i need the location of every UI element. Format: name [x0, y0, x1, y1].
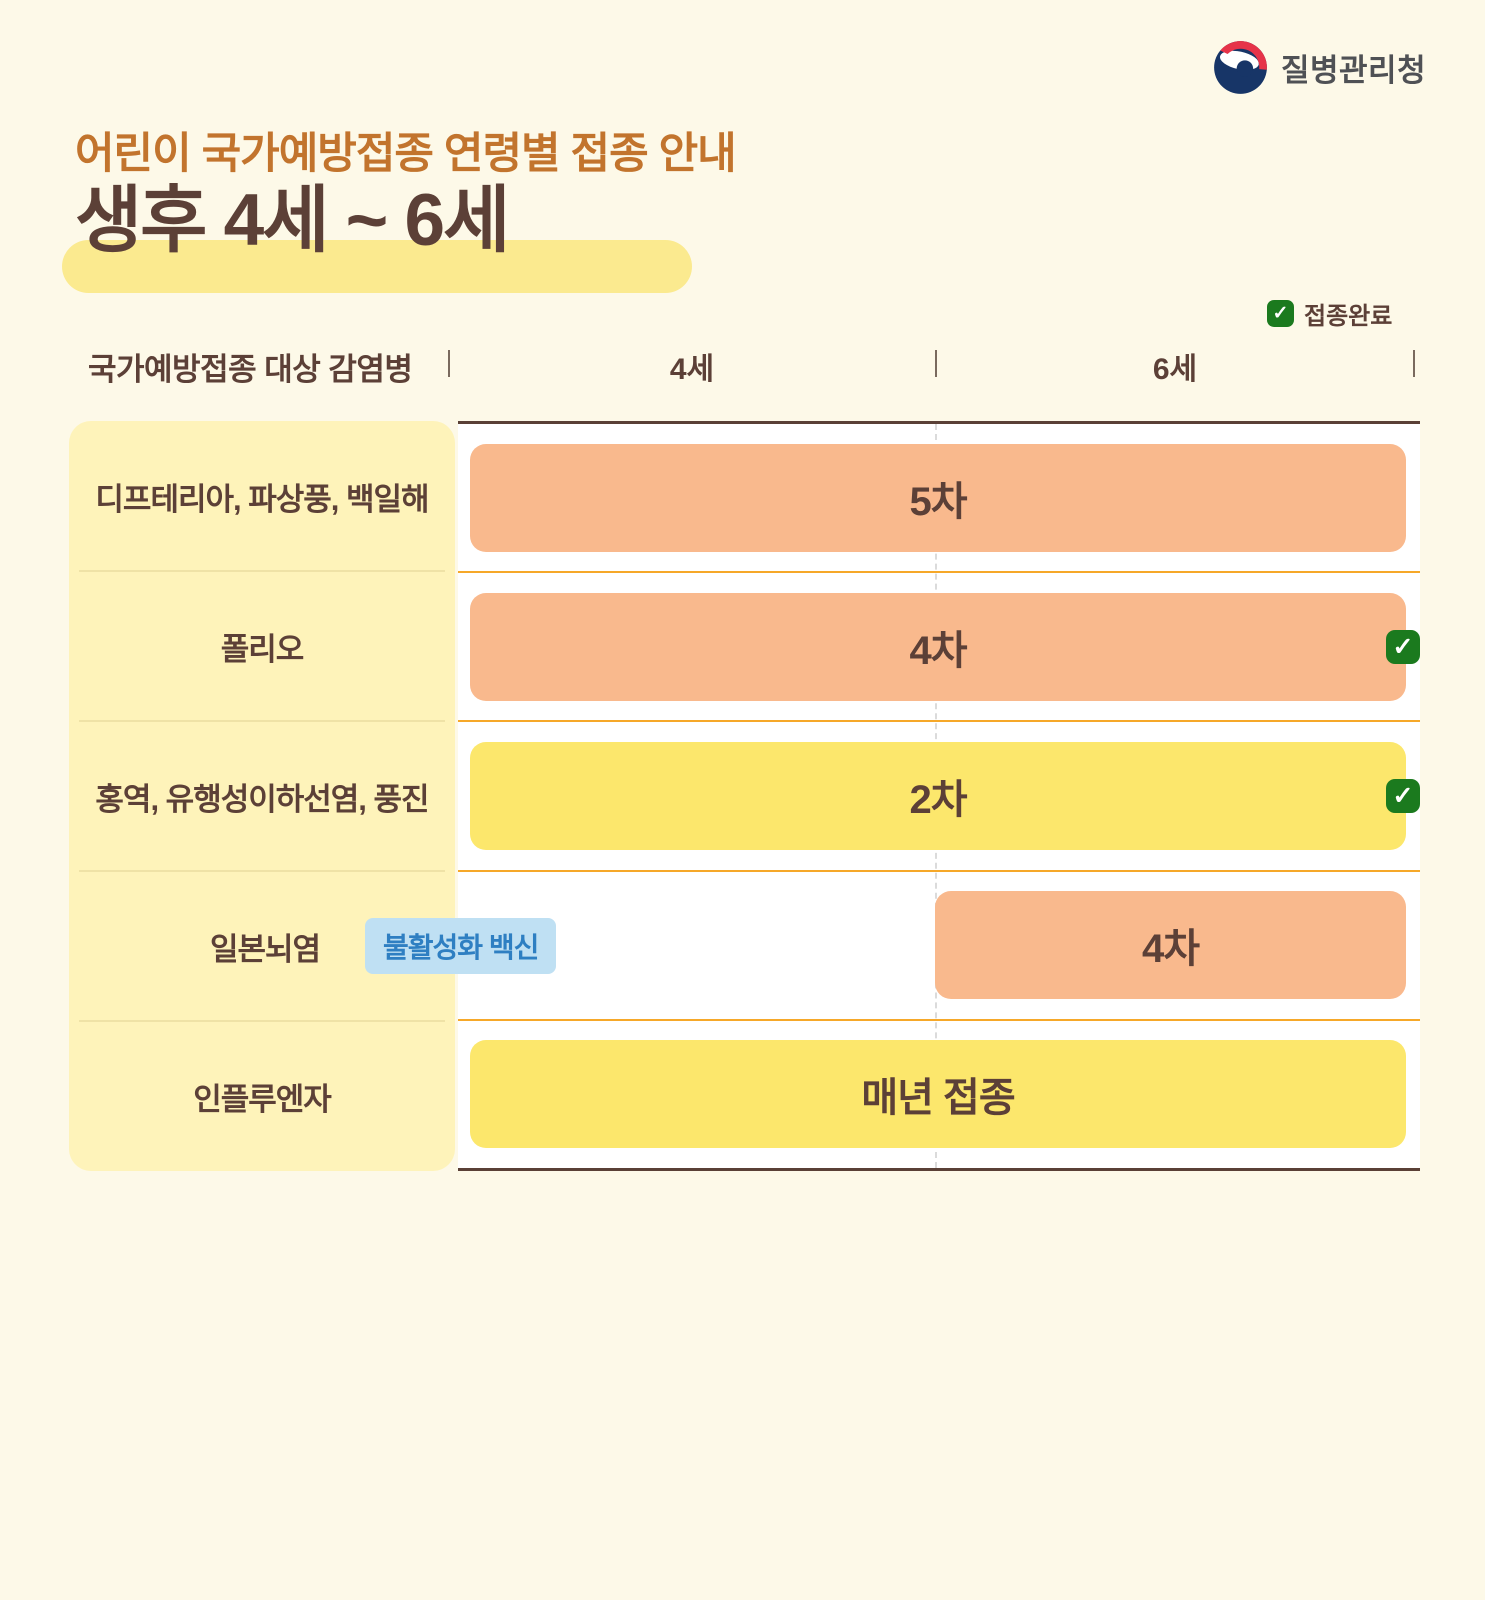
completed-check-icon: ✓ [1386, 629, 1420, 664]
inactivated-vaccine-tag: 불활성화 백신 [365, 918, 557, 974]
completed-check-icon: ✓ [1386, 779, 1420, 813]
axis-tick [448, 350, 450, 377]
schedule-row: 매년 접종 [458, 1018, 1420, 1168]
dose-bar: 2차 ✓ [470, 742, 1420, 850]
column-header-age-6: 6세 [1152, 353, 1198, 386]
row-group-header: 국가예방접종 대상 감염병 [88, 352, 413, 387]
dose-bar: 5차 [470, 443, 1406, 552]
column-header-age-4: 4세 [669, 353, 715, 386]
dose-label: 5차 [909, 479, 967, 524]
kdca-agency-name: 질병관리청 [1281, 53, 1427, 88]
schedule-row: 4차 ✓ [458, 571, 1420, 720]
dose-bar: 4차 [935, 891, 1406, 1000]
check-icon: ✓ [1267, 300, 1294, 327]
title-block: 생후 4세 ~ 6세 [62, 180, 692, 293]
axis-tick [935, 350, 937, 377]
disease-label-cell: 폴리오 [69, 570, 455, 721]
title-highlight [62, 240, 692, 293]
kdca-logo: 질병관리청 [1213, 40, 1426, 95]
disease-label-cell: 홍역, 유행성이하선염, 풍진 [69, 720, 455, 871]
dose-label: 매년 접종 [861, 1076, 1015, 1121]
table-header-row: 국가예방접종 대상 감염병 4세 6세 [0, 341, 1485, 387]
page-title: 생후 4세 ~ 6세 [75, 180, 510, 261]
legend-label: 접종완료 [1304, 303, 1393, 330]
disease-label: 디프테리아, 파상풍, 백일해 [95, 481, 429, 517]
disease-label: 일본뇌염 [210, 931, 321, 967]
dose-label: 4차 [1141, 927, 1200, 972]
kdca-taegeuk-icon [1214, 41, 1267, 94]
disease-label: 폴리오 [220, 631, 305, 667]
axis-tick [1413, 350, 1415, 377]
infographic-subtitle: 어린이 국가예방접종 연령별 접종 안내 [75, 130, 737, 178]
dose-bar: 4차 ✓ [470, 592, 1420, 701]
dose-label: 4차 [909, 628, 967, 673]
dose-bar: 매년 접종 [470, 1040, 1406, 1149]
disease-label-cell: 일본뇌염 불활성화 백신 [69, 870, 557, 1021]
schedule-row: 2차 ✓ [458, 720, 1420, 869]
dose-label: 2차 [909, 778, 967, 822]
schedule-row: 4차 [458, 869, 1420, 1019]
schedule-row: 5차 [458, 424, 1420, 571]
disease-label: 인플루엔자 [193, 1081, 332, 1117]
disease-label-cell: 인플루엔자 [69, 1020, 455, 1171]
completed-legend: ✓ 접종완료 [1267, 296, 1392, 331]
disease-label-cell: 디프테리아, 파상풍, 백일해 [69, 421, 455, 571]
disease-label: 홍역, 유행성이하선염, 풍진 [95, 781, 429, 817]
